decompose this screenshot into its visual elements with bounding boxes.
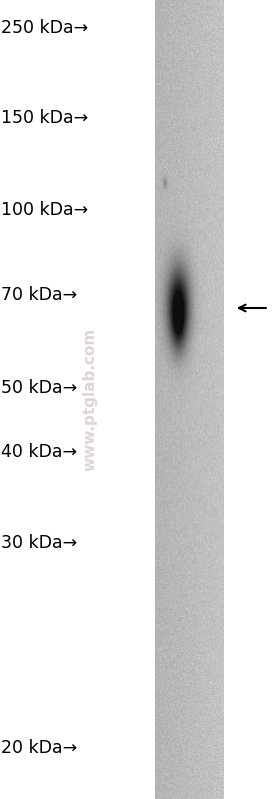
Text: 40 kDa→: 40 kDa→ xyxy=(1,443,77,461)
Text: 70 kDa→: 70 kDa→ xyxy=(1,286,78,304)
Text: 100 kDa→: 100 kDa→ xyxy=(1,201,88,219)
Text: 30 kDa→: 30 kDa→ xyxy=(1,534,78,552)
Text: 20 kDa→: 20 kDa→ xyxy=(1,739,78,757)
Text: www.ptglab.com: www.ptglab.com xyxy=(82,328,97,471)
Text: 50 kDa→: 50 kDa→ xyxy=(1,379,78,397)
Text: 150 kDa→: 150 kDa→ xyxy=(1,109,88,127)
Text: 250 kDa→: 250 kDa→ xyxy=(1,19,88,37)
